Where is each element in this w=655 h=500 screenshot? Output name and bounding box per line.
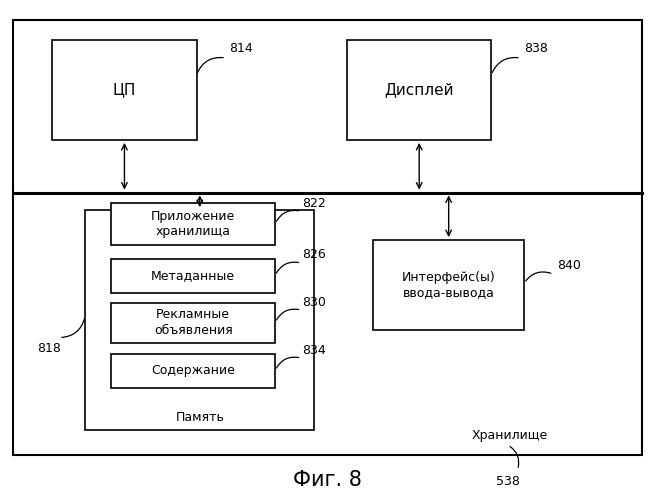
Text: Содержание: Содержание	[151, 364, 235, 377]
Text: Рекламные
объявления: Рекламные объявления	[154, 308, 233, 336]
Text: Фиг. 8: Фиг. 8	[293, 470, 362, 490]
Text: 538: 538	[496, 475, 519, 488]
Bar	[111, 354, 275, 388]
Bar	[52, 40, 196, 140]
Bar	[85, 210, 314, 430]
Text: 814: 814	[229, 42, 253, 56]
Text: 840: 840	[557, 258, 580, 272]
Text: Дисплей: Дисплей	[384, 82, 454, 98]
Bar	[111, 258, 275, 292]
Text: 822: 822	[303, 196, 326, 210]
Text: Хранилище: Хранилище	[472, 430, 548, 442]
Text: Интерфейс(ы)
ввода-вывода: Интерфейс(ы) ввода-вывода	[402, 271, 496, 299]
Text: 834: 834	[303, 344, 326, 356]
Text: Память: Память	[176, 411, 224, 424]
Text: 818: 818	[37, 342, 61, 355]
Text: Приложение
хранилища: Приложение хранилища	[151, 210, 235, 238]
Text: ЦП: ЦП	[113, 82, 136, 98]
Bar	[13, 20, 642, 455]
Bar	[111, 302, 275, 343]
Bar	[111, 202, 275, 245]
Bar	[347, 40, 491, 140]
Text: 826: 826	[303, 248, 326, 262]
Text: 830: 830	[303, 296, 326, 308]
Bar	[373, 240, 524, 330]
Text: 838: 838	[524, 42, 548, 56]
Text: Метаданные: Метаданные	[151, 269, 235, 282]
